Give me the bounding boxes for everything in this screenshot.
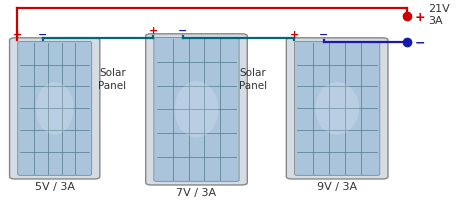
FancyBboxPatch shape <box>146 35 247 185</box>
Ellipse shape <box>315 83 359 135</box>
Text: −: − <box>38 30 48 40</box>
Text: −: − <box>178 26 187 36</box>
Text: −: − <box>319 30 328 40</box>
Text: Solar
Panel: Solar Panel <box>99 67 127 90</box>
FancyBboxPatch shape <box>154 38 239 182</box>
Text: +: + <box>414 11 425 23</box>
Text: +: + <box>289 30 299 40</box>
Text: 9V / 3A: 9V / 3A <box>317 181 357 191</box>
FancyBboxPatch shape <box>18 42 92 175</box>
Text: +: + <box>13 30 22 40</box>
Ellipse shape <box>36 83 74 135</box>
Text: 7V / 3A: 7V / 3A <box>176 187 217 197</box>
Text: +: + <box>149 26 158 36</box>
FancyBboxPatch shape <box>294 42 380 175</box>
FancyBboxPatch shape <box>10 39 100 179</box>
Text: −: − <box>414 37 425 50</box>
Text: Solar
Panel: Solar Panel <box>239 67 267 90</box>
Ellipse shape <box>175 82 218 138</box>
FancyBboxPatch shape <box>287 39 388 179</box>
Text: 21V
3A: 21V 3A <box>428 4 450 26</box>
Text: 5V / 3A: 5V / 3A <box>35 181 75 191</box>
